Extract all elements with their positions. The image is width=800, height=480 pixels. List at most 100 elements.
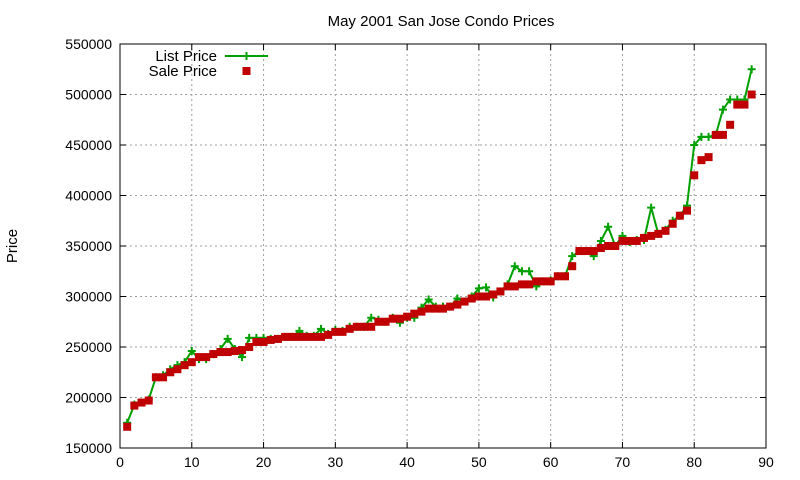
y-axis-label: Price (4, 229, 21, 263)
sale-price-point (374, 317, 383, 326)
sale-price-point (596, 244, 605, 253)
sale-price-point (582, 247, 591, 256)
plot-area (123, 65, 756, 431)
sale-price-point (532, 277, 541, 286)
list-price-point (596, 236, 605, 245)
sale-price-point (740, 100, 749, 109)
x-tick-label: 80 (686, 454, 702, 470)
list-price-point (424, 295, 433, 304)
sale-price-point (668, 219, 677, 228)
list-price-point (747, 65, 756, 74)
sale-price-point (654, 229, 663, 238)
sale-price-point (539, 277, 548, 286)
sale-price-point (288, 332, 297, 341)
y-tick-label: 200000 (65, 390, 112, 406)
sale-price-point (230, 347, 239, 356)
list-price-point (510, 262, 519, 271)
sale-price-point (338, 327, 347, 336)
sale-price-point (159, 373, 168, 382)
x-tick-label: 10 (184, 454, 200, 470)
sale-price-point (726, 120, 735, 129)
sale-price-point (718, 130, 727, 139)
sale-price-point (216, 348, 225, 357)
list-price-point (474, 284, 483, 293)
sale-price-point (130, 401, 139, 410)
list-price-point (718, 105, 727, 114)
y-tick-label: 450000 (65, 137, 112, 153)
sale-price-point (604, 242, 613, 250)
y-tick-label: 350000 (65, 238, 112, 254)
sale-price-point (180, 361, 189, 370)
legend-label-sale-price: Sale Price (149, 63, 217, 80)
sale-price-point (187, 358, 196, 367)
legend-marker-list-price (242, 52, 251, 60)
sale-price-point (417, 307, 426, 316)
sale-price-point (747, 90, 756, 99)
sale-price-point (202, 353, 211, 362)
sale-price-point (302, 332, 311, 341)
list-price-point (245, 333, 254, 342)
sale-price-point (252, 337, 261, 346)
sale-price-point (345, 324, 354, 333)
sale-price-point (467, 294, 476, 303)
sale-price-point (424, 304, 433, 313)
list-price-point (367, 313, 376, 322)
sale-price-point (647, 231, 656, 240)
sale-price-point (525, 280, 534, 289)
legend: List Price Sale Price (149, 48, 268, 80)
sale-price-point (388, 314, 397, 323)
y-tick-label: 300000 (65, 289, 112, 305)
sale-price-point (632, 236, 641, 245)
sale-price-point (711, 130, 720, 139)
legend-label-list-price: List Price (155, 48, 217, 65)
list-price-point (238, 353, 247, 362)
y-tick-label: 150000 (65, 440, 112, 456)
sale-price-point (266, 335, 275, 344)
sale-price-point (144, 396, 153, 405)
x-tick-label: 70 (615, 454, 631, 470)
legend-swatch-sale-price (242, 67, 251, 75)
sale-price-point (496, 287, 505, 296)
sale-price-point (403, 312, 412, 321)
sale-price-point (553, 272, 562, 281)
sale-price-point (431, 304, 440, 313)
list-price-point (604, 222, 613, 231)
x-tick-label: 30 (328, 454, 344, 470)
sale-price-point (295, 332, 304, 341)
sale-price-point (589, 247, 598, 256)
sale-price-point (151, 373, 160, 382)
sale-price-point (575, 247, 584, 256)
list-price-point (316, 324, 325, 333)
sale-price-point (309, 332, 318, 341)
sale-price-point (683, 206, 692, 215)
list-price-point (690, 141, 699, 149)
sale-price-point (209, 350, 218, 359)
sale-price-point (568, 262, 577, 271)
sale-price-point (446, 302, 455, 311)
sale-price-point (281, 332, 290, 341)
sale-price-point (503, 282, 512, 291)
sale-price-point (733, 100, 742, 109)
x-tick-label: 60 (543, 454, 559, 470)
sale-price-point (410, 309, 419, 318)
sale-price-point (259, 337, 268, 346)
y-tick-label: 500000 (65, 87, 112, 103)
list-price-point (726, 95, 735, 104)
sale-price-point (704, 153, 713, 162)
sale-price-point (194, 353, 203, 362)
sale-price-point (618, 236, 627, 245)
sale-price-point (546, 277, 555, 286)
sale-price-point (661, 226, 670, 235)
sale-price-point (324, 330, 333, 339)
y-tick-label: 250000 (65, 339, 112, 355)
list-price-point (482, 283, 491, 292)
sale-price-point (561, 272, 570, 281)
sale-price-point (639, 233, 648, 242)
sale-price-point (625, 236, 634, 245)
sale-price-point (675, 211, 684, 220)
axes: 150000 200000 250000 300000 350000 400000 4500… (65, 36, 774, 470)
sale-price-point (238, 346, 247, 355)
sale-price-point (173, 365, 182, 374)
list-price-point (525, 267, 534, 276)
